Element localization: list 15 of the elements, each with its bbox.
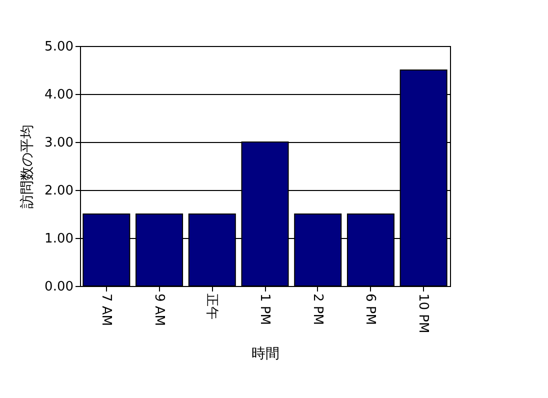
x-tick-label: 10 PM	[416, 294, 431, 334]
x-tick-label: 6 PM	[362, 294, 378, 325]
x-tick-label: 9 AM	[151, 294, 166, 326]
x-tick-label: 1 PM	[257, 294, 272, 325]
x-tick-label: 正午	[204, 294, 220, 320]
y-axis-title: 訪問数の平均	[20, 124, 36, 208]
y-tick-label: 1.00	[44, 232, 74, 246]
y-tick-label: 4.00	[44, 88, 74, 102]
y-tick-label: 0.00	[44, 280, 74, 294]
x-axis-title: 時間	[252, 346, 280, 362]
y-tick-label: 2.00	[44, 184, 74, 198]
x-tick-label: 7 AM	[98, 294, 114, 326]
y-tick-label: 3.00	[44, 136, 74, 150]
y-tick-label: 5.00	[44, 40, 74, 54]
x-tick-label: 2 PM	[310, 294, 325, 325]
